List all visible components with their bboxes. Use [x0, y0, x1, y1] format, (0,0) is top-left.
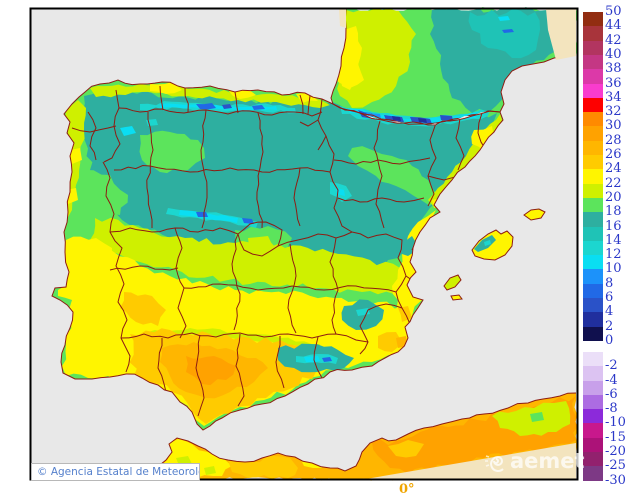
- border-line: [174, 227, 187, 339]
- temp-zone-c4_6: [440, 115, 453, 121]
- domain-edge-bottom-right: [366, 443, 576, 479]
- border-line: [109, 265, 179, 271]
- border-line: [455, 117, 465, 171]
- temp-zone-c4_6: [222, 104, 232, 109]
- coastline-island: [471, 229, 514, 261]
- island-formentera: [451, 295, 462, 300]
- temp-zone-c22_24: [64, 236, 112, 280]
- temp-zone-c6_8: [502, 29, 514, 33]
- border-line: [113, 164, 331, 173]
- island-mallorca: [472, 230, 513, 260]
- border-line: [299, 119, 319, 127]
- temp-zone-c10_12: [304, 356, 320, 363]
- border-line: [291, 285, 397, 293]
- border-line: [299, 94, 304, 115]
- temp-zone-c20_22: [204, 466, 216, 475]
- border-line: [275, 336, 285, 389]
- domain-edge-top-right: [546, 9, 576, 60]
- border-line: [401, 307, 411, 325]
- border-line: [157, 338, 167, 393]
- border-line: [313, 336, 323, 379]
- aemet-spiral-icon: [485, 455, 504, 472]
- border-line: [71, 125, 117, 133]
- border-line: [317, 98, 327, 151]
- temp-zone-c10_12: [498, 16, 510, 21]
- border-line: [103, 89, 121, 163]
- border-line: [256, 112, 264, 229]
- temp-zone-c6_8: [322, 357, 332, 362]
- coastline-island: [450, 294, 463, 301]
- temp-zone-c18_20: [348, 146, 438, 206]
- temp-zone-c18_20: [530, 412, 544, 422]
- temp-zone-c10_12: [160, 103, 277, 111]
- attribution-box: © Agencia Estatal de Meteorología: [31, 463, 200, 481]
- temp-zone-c2_4: [418, 118, 427, 123]
- domain-edge: [339, 9, 576, 479]
- temp-zone-c6_8: [242, 218, 254, 224]
- admin-borders: [71, 85, 501, 417]
- border-line: [337, 197, 425, 203]
- border-line: [146, 112, 154, 228]
- temp-zone-c2_4: [392, 116, 401, 121]
- border-line: [184, 87, 189, 113]
- longitude-label: 0°: [399, 482, 415, 497]
- border-line: [237, 221, 283, 257]
- border-line: [235, 333, 245, 407]
- aemet-watermark-text: aemet: [510, 449, 585, 473]
- temp-zone-c24_26: [120, 292, 166, 326]
- border-line: [293, 167, 301, 227]
- temp-zone-c22_24: [150, 82, 182, 94]
- border-line: [325, 135, 353, 233]
- temp-zone-c24_26: [378, 332, 402, 352]
- border-line: [427, 122, 437, 207]
- coastline-island: [443, 274, 462, 291]
- attribution-text: © Agencia Estatal de Meteorología: [37, 466, 199, 478]
- border-line: [87, 111, 97, 161]
- temp-zone-c22_24: [336, 63, 364, 88]
- border-line: [373, 120, 385, 229]
- border-line: [231, 233, 241, 331]
- temp-zone-c20_22: [90, 217, 412, 296]
- border-line: [120, 332, 369, 343]
- border-line: [287, 243, 297, 334]
- temp-zone-c18_20: [139, 130, 205, 174]
- border-line: [183, 283, 293, 291]
- temp-zone-c12_14: [484, 240, 491, 246]
- coastline-africa: [151, 392, 577, 480]
- temp-zone-c6_8: [252, 105, 265, 110]
- temp-zone-c14_16: [468, 8, 540, 59]
- border-line: [195, 334, 205, 417]
- border-line: [118, 107, 323, 117]
- temp-zone-c6_8: [196, 212, 208, 217]
- map-frame: [29, 7, 579, 481]
- aemet-watermark: aemet: [484, 449, 585, 473]
- temp-zone-c12_14: [340, 106, 490, 127]
- coastline-iberia: [51, 79, 504, 431]
- domain-edge-top-left: [339, 9, 346, 28]
- border-line: [307, 95, 311, 115]
- border-line: [234, 91, 239, 114]
- temp-zone-c20_22: [492, 401, 571, 436]
- temp-zone-c6_8: [196, 103, 216, 110]
- temp-zone-c10_12: [179, 210, 238, 223]
- border-line: [359, 303, 403, 355]
- temp-zone-c24_26: [388, 440, 424, 458]
- border-line: [351, 231, 407, 309]
- island-ibiza: [444, 275, 461, 290]
- border-line: [159, 85, 164, 111]
- temp-zone-c10_12: [120, 126, 136, 136]
- coastline-island: [523, 208, 546, 221]
- temp-zone-c22_24: [70, 148, 82, 164]
- border-line: [277, 231, 353, 247]
- border-line: [329, 237, 339, 335]
- border-line: [333, 157, 431, 165]
